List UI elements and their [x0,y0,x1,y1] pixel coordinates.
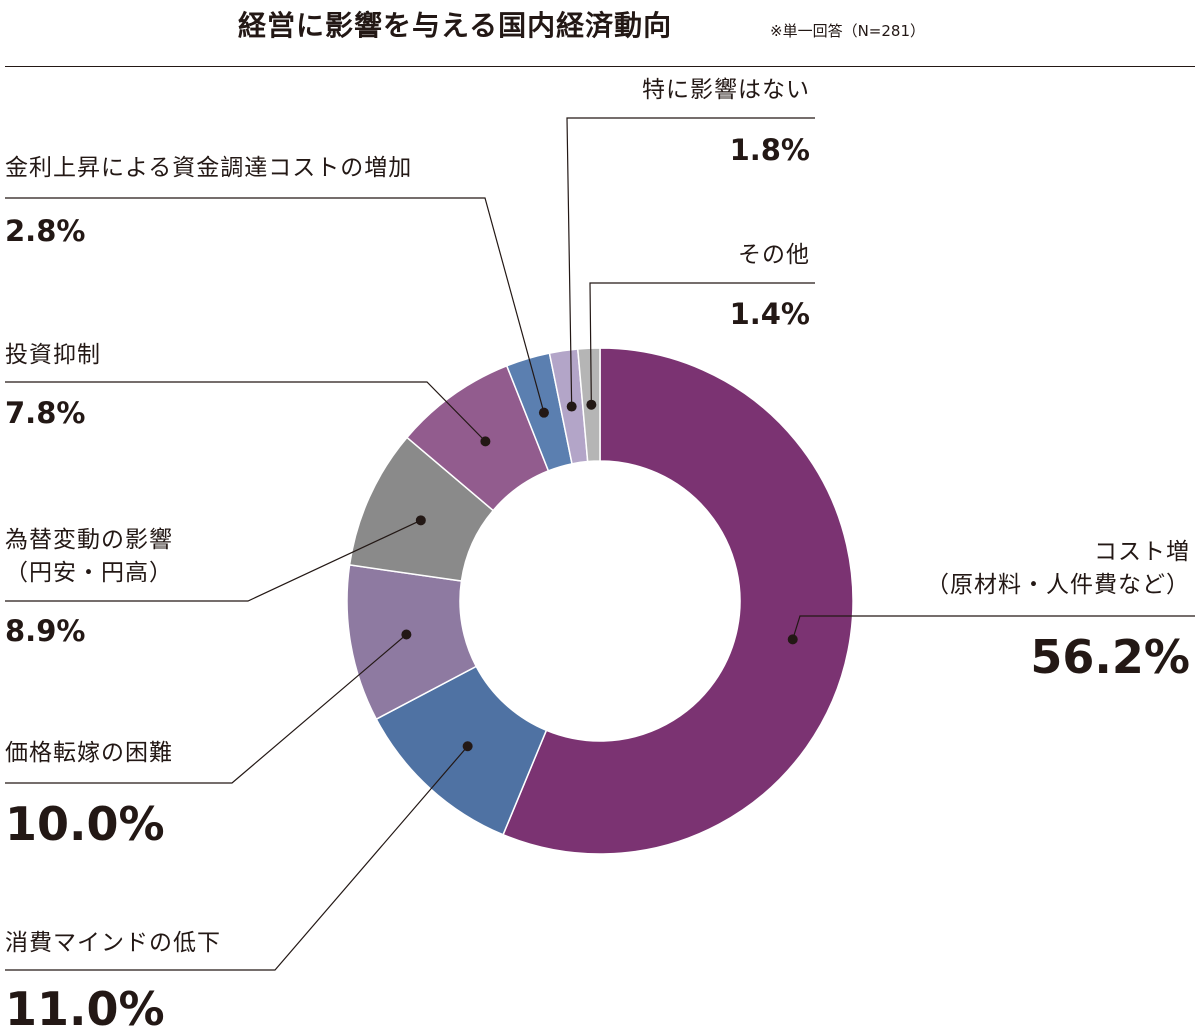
value-label: 2.8% [5,214,86,248]
donut-slice [502,347,854,855]
leader-line [566,117,815,407]
leader-dot [538,407,549,418]
value-label: 1.4% [729,297,810,331]
leader-dot [787,634,798,645]
category-label: 特に影響はない [642,77,810,103]
category-label: その他 [738,242,810,268]
leader-line [5,381,486,442]
leader-dot [480,436,491,447]
leader-line [5,197,545,413]
chart-title: 経営に影響を与える国内経済動向 [238,9,673,42]
value-label: 10.0% [5,797,165,851]
leader-line [5,745,469,971]
value-label: 7.8% [5,396,86,430]
category-label: 為替変動の影響 （円安・円高） [5,527,173,586]
category-label: 投資抑制 [5,342,101,368]
value-label: 8.9% [5,614,86,648]
category-label: 消費マインドの低下 [5,930,221,956]
value-label: 1.8% [729,133,810,167]
leader-line [5,634,407,784]
leader-line [792,615,1195,640]
title-rule [5,66,1195,67]
leader-line [589,282,815,405]
leader-line [5,519,422,602]
category-label: コスト増 （原材料・人件費など） [926,539,1190,598]
leader-dot [415,515,426,526]
leader-dot [462,741,473,752]
category-label: 金利上昇による資金調達コストの増加 [5,155,413,181]
chart-subtitle: ※単一回答（N=281） [770,22,925,40]
leader-dot [566,401,577,412]
value-label: 56.2% [1030,630,1190,684]
leader-dot [401,629,412,640]
category-label: 価格転嫁の困難 [5,740,173,766]
leader-dot [586,399,597,410]
value-label: 11.0% [5,982,165,1036]
